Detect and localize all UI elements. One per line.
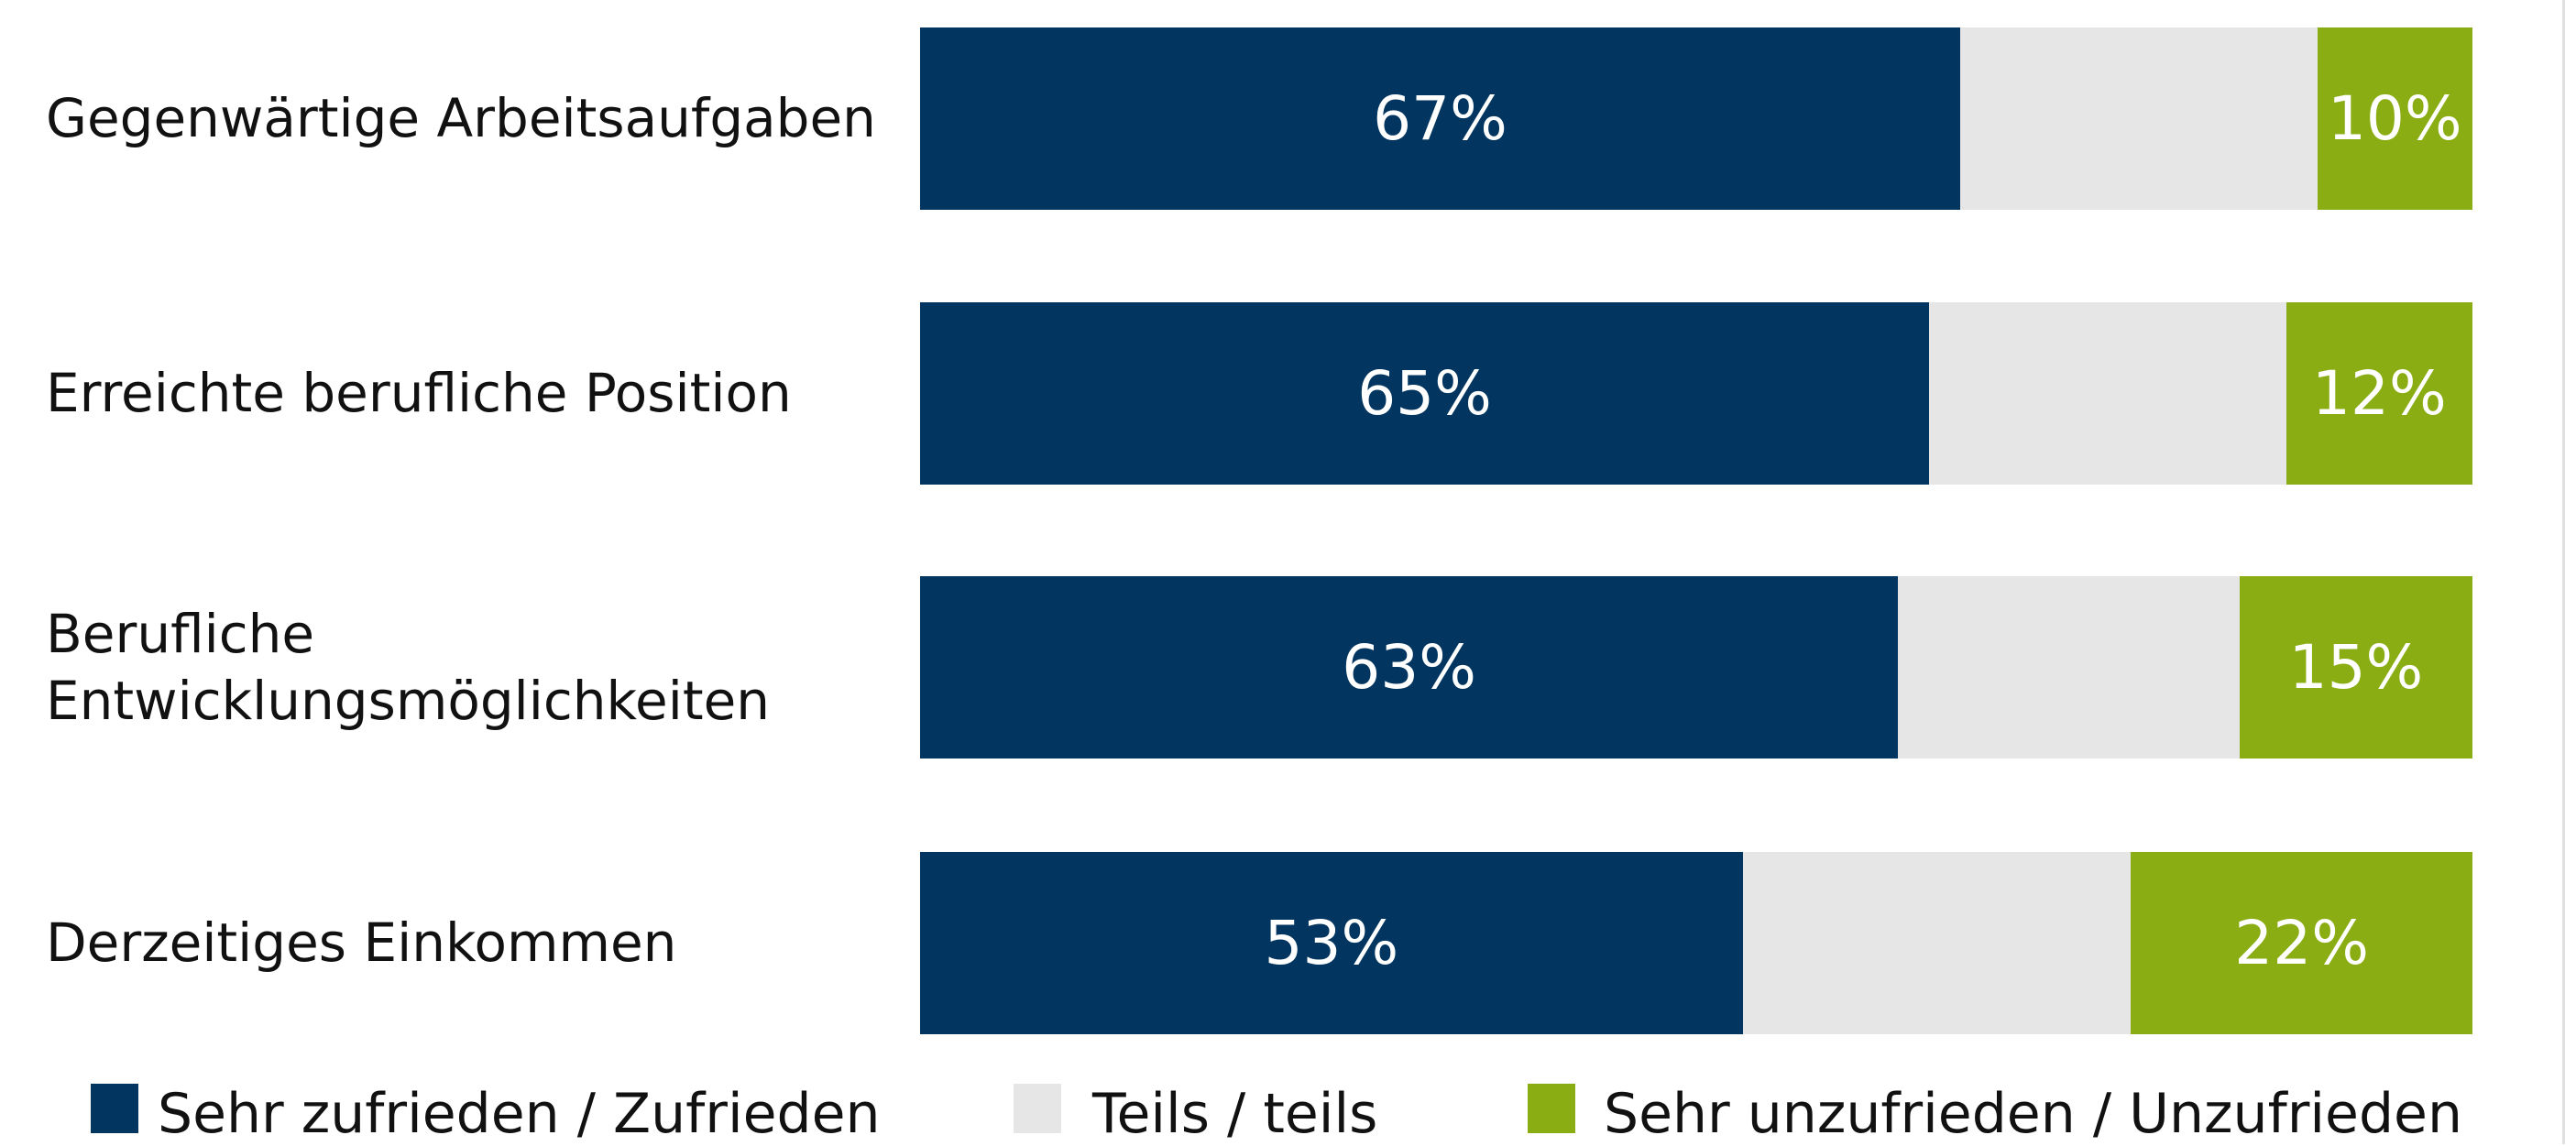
bar-segment: 12% (2286, 302, 2472, 485)
bar-segment: 63% (920, 576, 1899, 759)
bar-segment (1929, 302, 2286, 485)
value-label: 22% (2234, 908, 2369, 978)
bar-segment: 22% (2131, 852, 2472, 1034)
bar-segment (1898, 576, 2240, 759)
bar-segment: 15% (2239, 576, 2472, 759)
bar-segment: 67% (920, 27, 1960, 210)
bar-segment (1959, 27, 2318, 210)
legend-label: Sehr zufrieden / Zufrieden (158, 1082, 881, 1146)
value-label: 65% (1357, 358, 1492, 429)
legend-label: Teils / teils (1092, 1082, 1378, 1146)
legend-swatch (91, 1084, 138, 1133)
bar-segment: 10% (2317, 27, 2472, 210)
bar-segment: 53% (920, 852, 1743, 1034)
value-label: 67% (1373, 83, 1507, 154)
legend-swatch (1014, 1084, 1061, 1133)
bar-segment: 65% (920, 302, 1930, 485)
legend-swatch (1528, 1084, 1575, 1133)
value-label: 53% (1264, 908, 1399, 978)
category-label: Erreichte berufliche Position (46, 362, 792, 425)
bar-segment (1742, 852, 2132, 1034)
legend-label: Sehr unzufrieden / Unzufrieden (1604, 1082, 2462, 1146)
category-label: Gegenwärtige Arbeitsaufgaben (46, 87, 876, 150)
value-label: 10% (2327, 83, 2462, 154)
value-label: 63% (1342, 632, 1476, 703)
category-label: Derzeitiges Einkommen (46, 911, 677, 975)
value-label: 12% (2312, 358, 2447, 429)
value-label: 15% (2288, 632, 2424, 703)
edge-line (2562, 0, 2565, 1144)
category-label: Berufliche Entwicklungsmöglichkeiten (46, 603, 771, 732)
